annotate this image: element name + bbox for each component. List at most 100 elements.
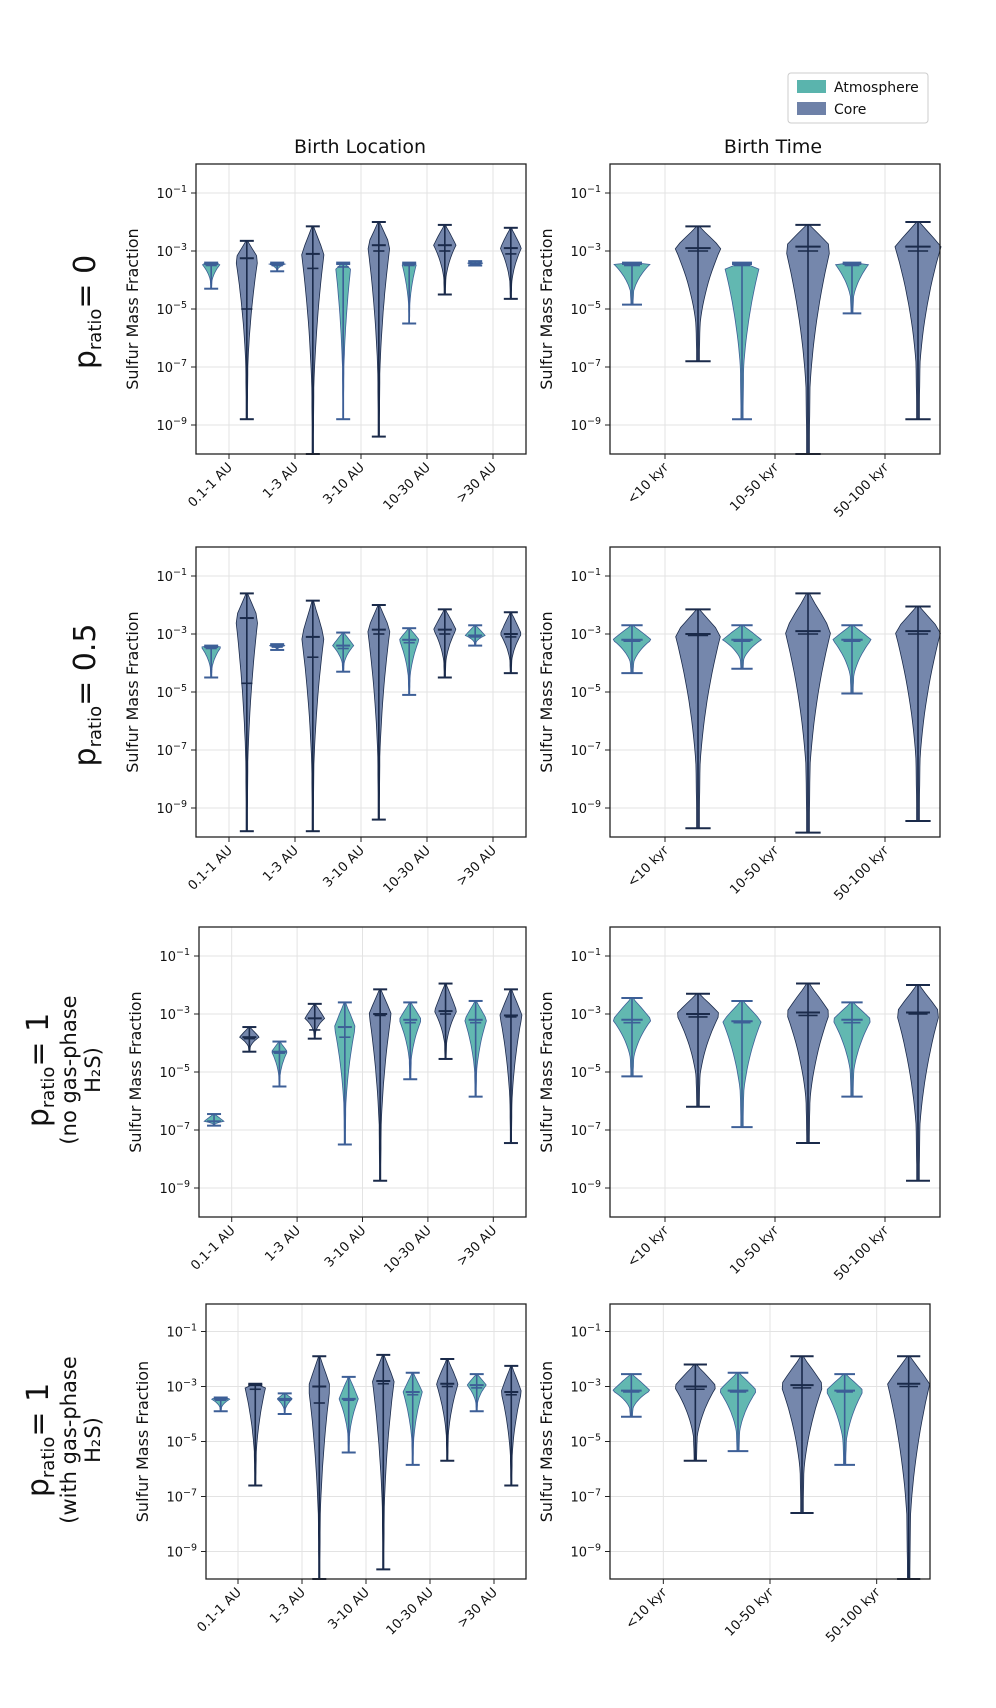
atmosphere-violin (201, 644, 221, 679)
core-violin (308, 1355, 330, 1580)
xtick-label: 10-50 kyr (722, 1585, 777, 1640)
ytick-label: 10−7 (166, 1488, 197, 1506)
xtick-label: >30 AU (454, 460, 500, 506)
core-violin (677, 992, 719, 1108)
legend-core-label: Core (834, 102, 866, 118)
atmosphere-violin (201, 261, 221, 290)
core-violin (368, 988, 392, 1182)
ytick-label: 10−9 (570, 799, 601, 817)
row-label-main: pratio= 1 (21, 1013, 59, 1127)
ytick-label: 10−1 (156, 184, 187, 202)
ytick-label: 10−9 (570, 1543, 601, 1561)
core-violin (301, 599, 325, 833)
atmosphere-violin (612, 1373, 651, 1418)
xtick-label: 3-10 AU (322, 1223, 369, 1270)
ytick-label: 10−5 (570, 300, 601, 318)
core-violin (781, 1355, 823, 1514)
panel-r0-c1: 10−1 10−3 10−5 10−7 10−9 Sulfur Mass Fraction… (537, 163, 942, 521)
xtick-label: >30 AU (455, 1585, 501, 1631)
ytick-label: 10−3 (570, 625, 601, 643)
atmosphere-violin (834, 261, 870, 315)
panel-r2-c0: 10−1 10−3 10−5 10−7 10−9 Sulfur Mass Fraction… (126, 926, 527, 1276)
core-violin (674, 225, 722, 363)
atmosphere-violin (338, 1375, 359, 1454)
row-label-main: pratio= 0 (68, 255, 106, 369)
ytick-label: 10−7 (570, 741, 601, 759)
core-violin (367, 604, 391, 821)
xtick-label: 10-30 AU (381, 1223, 434, 1276)
atmosphere-violin (724, 261, 760, 421)
ytick-label: 10−3 (570, 1005, 601, 1023)
atmosphere-violin (334, 1001, 356, 1146)
core-violin (433, 223, 457, 296)
xtick-label: 10-50 kyr (727, 843, 782, 898)
ytick-label: 10−9 (159, 1179, 190, 1197)
legend: Atmosphere Core (787, 72, 929, 124)
ytick-label: 10−1 (570, 184, 601, 202)
row-label-sub: (no gas-phase (57, 995, 81, 1144)
column-title-birth-time: Birth Time (724, 136, 822, 158)
row-label-sub: H₂S) (81, 1047, 105, 1093)
row-label-2: pratio= 1 (no gas-phase H₂S) (21, 995, 105, 1144)
atmosphere-violin (399, 627, 420, 696)
core-violin (372, 1353, 395, 1571)
xtick-label: 1-3 AU (262, 1223, 304, 1265)
ytick-label: 10−9 (156, 416, 187, 434)
core-violin (501, 1364, 522, 1487)
core-violin (301, 225, 325, 455)
atmosphere-violin (466, 1373, 487, 1413)
ytick-label: 10−1 (156, 567, 187, 585)
core-violin (785, 592, 831, 834)
core-violin (239, 1026, 260, 1053)
ytick-label: 10−7 (156, 358, 187, 376)
core-violin (244, 1382, 266, 1487)
ytick-label: 10−1 (570, 567, 601, 585)
row-label-sub: (with gas-phase (57, 1356, 81, 1524)
ytick-label: 10−1 (159, 947, 190, 965)
ytick-label: 10−5 (570, 683, 601, 701)
ytick-label: 10−9 (570, 416, 601, 434)
atmosphere-violin (269, 643, 286, 651)
core-violin (235, 592, 258, 833)
atmosphere-violin (719, 1371, 757, 1453)
row-label-1: pratio= 0.5 (68, 624, 106, 767)
panels: 10−1 10−3 10−5 10−7 10−9 Sulfur Mass Fraction… (123, 163, 942, 1646)
atmosphere-violin (335, 261, 351, 421)
row-label-main: pratio= 1 (21, 1383, 59, 1497)
ytick-label: 10−1 (570, 947, 601, 965)
row-label-0: pratio= 0 (68, 255, 106, 369)
core-violin (500, 611, 522, 675)
ytick-label: 10−5 (159, 1063, 190, 1081)
core-violin (367, 221, 391, 438)
xtick-label: 50-100 kyr (832, 460, 893, 521)
row-label-3: pratio= 1 (with gas-phase H₂S) (21, 1356, 105, 1524)
xtick-label: 1-3 AU (260, 843, 302, 885)
xtick-label: 10-30 AU (381, 843, 434, 896)
ytick-label: 10−3 (156, 625, 187, 643)
core-violin (436, 1358, 459, 1462)
atmosphere-violin (612, 997, 652, 1078)
xtick-label: <10 kyr (625, 843, 673, 891)
atmosphere-violin (613, 261, 651, 306)
legend-atmosphere-label: Atmosphere (834, 80, 919, 96)
atmosphere-violin (722, 999, 762, 1129)
atmosphere-violin (203, 1113, 225, 1127)
xtick-label: 10-30 AU (381, 460, 434, 513)
core-violin (787, 982, 829, 1145)
core-violin (434, 982, 457, 1060)
xtick-label: 10-30 AU (384, 1585, 437, 1638)
atmosphere-violin (832, 624, 872, 695)
panel-r2-c1: 10−1 10−3 10−5 10−7 10−9 Sulfur Mass Fraction… (537, 926, 941, 1284)
xtick-label: 3-10 AU (320, 843, 367, 890)
core-violin (897, 984, 939, 1182)
ytick-label: 10−7 (570, 1121, 601, 1139)
column-title-birth-location: Birth Location (294, 136, 426, 158)
y-axis-label: Sulfur Mass Fraction (126, 991, 145, 1152)
xtick-label: 0.1-1 AU (194, 1585, 244, 1635)
ytick-label: 10−7 (156, 741, 187, 759)
ytick-label: 10−9 (166, 1543, 197, 1561)
core-violin (675, 1363, 716, 1462)
atmosphere-violin (612, 624, 652, 675)
atmosphere-violin (833, 1001, 871, 1098)
